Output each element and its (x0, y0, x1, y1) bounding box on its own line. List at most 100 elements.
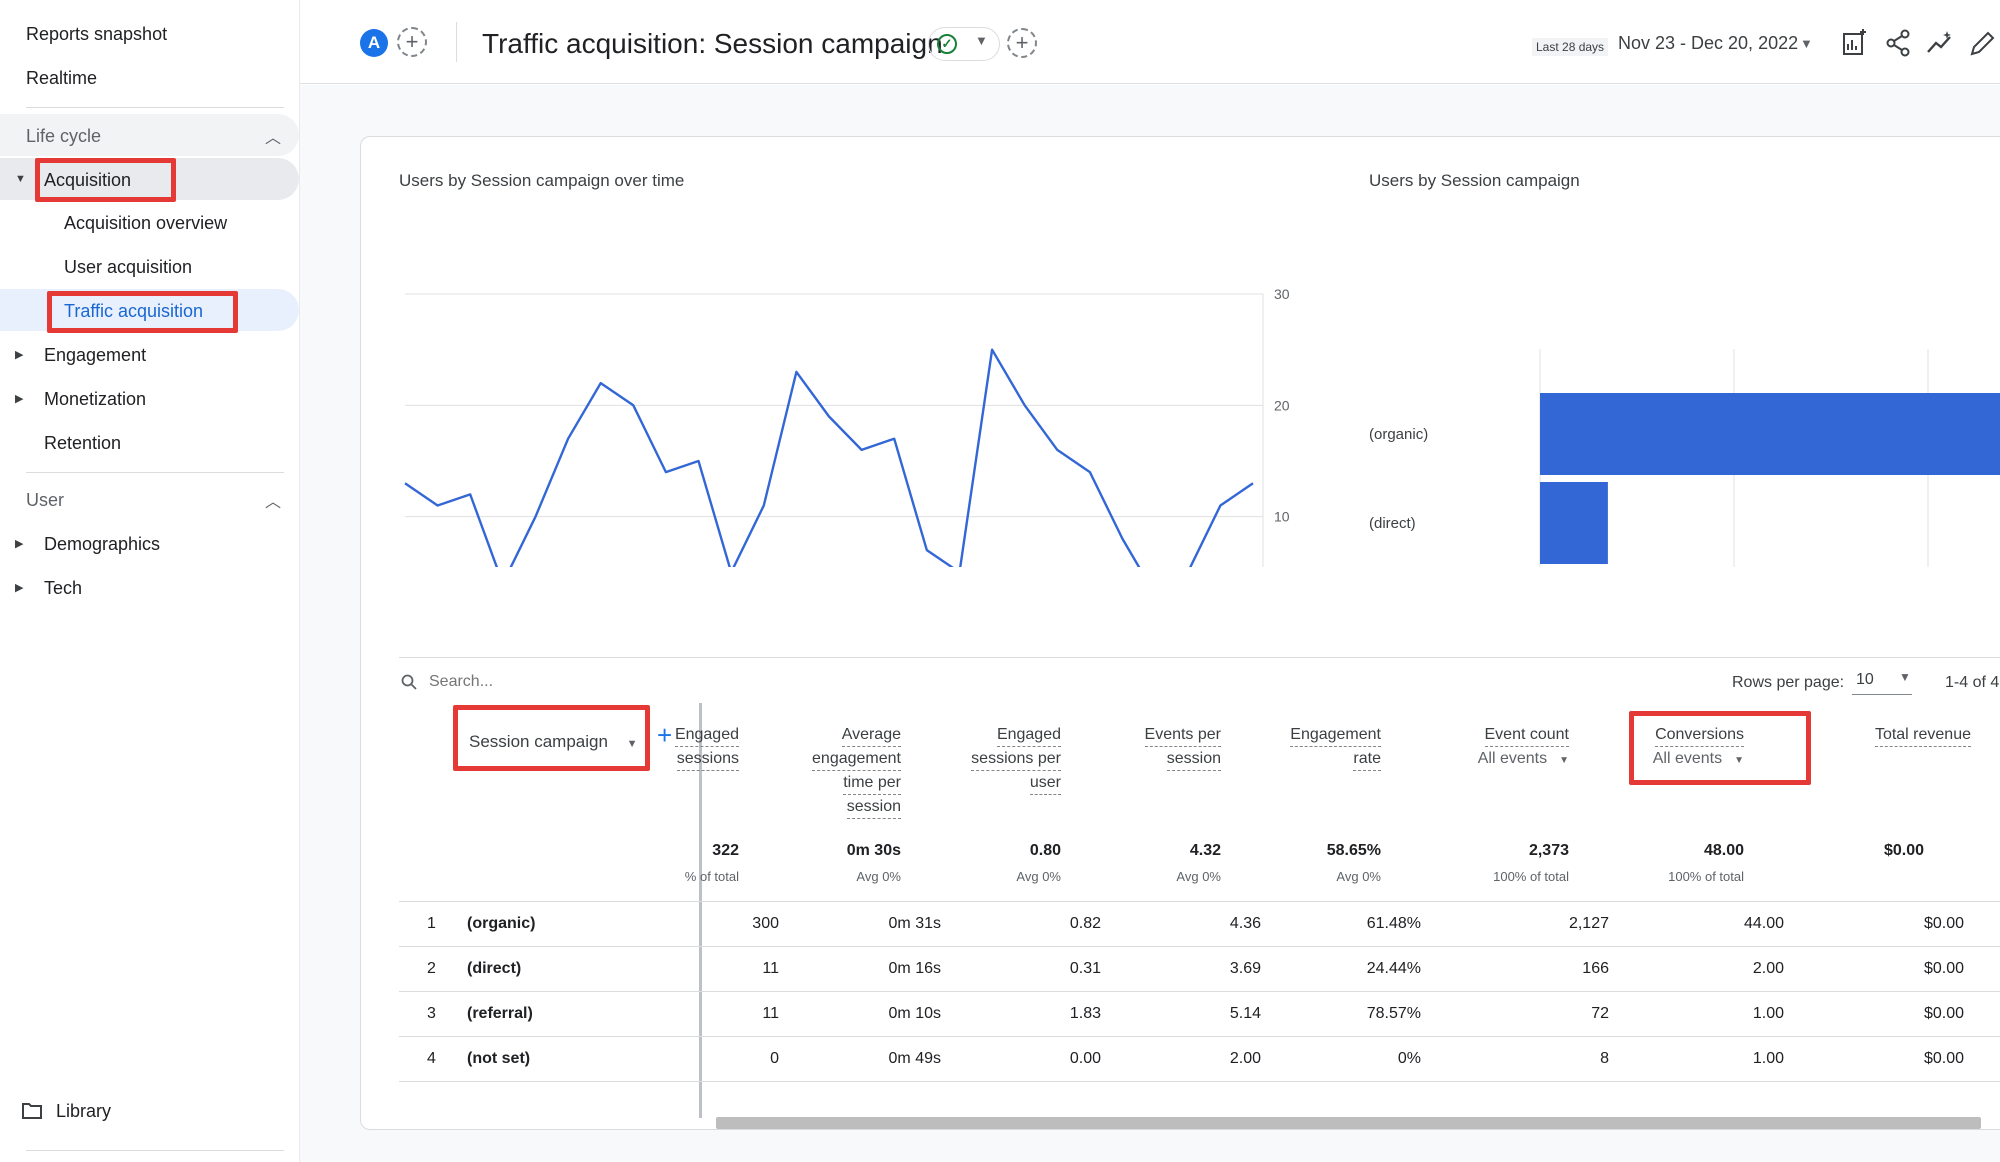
total-value: 0m 30s (846, 842, 901, 859)
row-metric-value: $0.00 (1923, 1050, 1964, 1067)
left-nav-sidebar: Reports snapshot Realtime Life cycle ︿ ▼… (0, 0, 300, 1162)
y-tick-label: 30 (1274, 286, 1290, 302)
add-filter-button[interactable]: + (1007, 28, 1037, 58)
col-engaged-sessions-per-user[interactable]: Engaged sessions per user (971, 723, 1061, 795)
col-avg-engagement-time[interactable]: Average engagement time per session (812, 723, 901, 819)
nav-retention[interactable]: Retention (44, 433, 122, 453)
dimension-selector[interactable]: Session campaign ▼ (461, 721, 643, 763)
col-label: Engagement (1290, 724, 1381, 747)
nav-acquisition-overview[interactable]: Acquisition overview (64, 213, 228, 233)
total-value: 322 (712, 842, 739, 859)
highlight-box-traffic-acquisition (47, 291, 238, 333)
sidebar-divider (26, 1150, 284, 1151)
line-chart: 302010027Nov04Dec1118(organic)(direct)(r… (404, 286, 1290, 567)
event-filter-dropdown[interactable]: All events ▼ (1478, 747, 1569, 773)
row-index: 3 (427, 1005, 436, 1022)
folder-icon (22, 1103, 42, 1119)
collapse-chevron-icon[interactable]: ︿ (265, 494, 282, 511)
row-metric-value: 2,127 (1568, 915, 1609, 932)
total-value: 4.32 (1189, 842, 1221, 859)
row-metric-value: 8 (1600, 1050, 1609, 1067)
col-label: Engaged (674, 724, 739, 747)
col-engagement-rate[interactable]: Engagement rate (1290, 723, 1381, 771)
nav-realtime[interactable]: Realtime (26, 68, 98, 88)
nav-library[interactable]: Library (56, 1101, 112, 1121)
col-label: time per (843, 772, 901, 795)
col-label: Conversions (1655, 724, 1744, 747)
report-status-dropdown[interactable]: ✓ ▼ (928, 27, 1000, 61)
date-range-picker[interactable]: Nov 23 - Dec 20, 2022 (1618, 33, 1799, 53)
dimension-label: Session campaign (469, 732, 608, 751)
search-icon (401, 674, 417, 690)
comparison-avatar[interactable]: A (360, 29, 388, 57)
expand-arrow-right-icon[interactable]: ▶ (15, 538, 24, 550)
table-row[interactable]: 2 (direct) 11 0m 16s 0.31 3.69 24.44% 166 2.00 $0… (399, 946, 2000, 991)
section-user[interactable]: User (26, 490, 65, 510)
nav-engagement[interactable]: Engagement (44, 345, 147, 365)
insights-icon[interactable] (1925, 28, 1955, 58)
row-metric-value: 44.00 (1743, 915, 1784, 932)
category-label: (organic) (1369, 426, 1428, 443)
caret-down-icon[interactable]: ▼ (1899, 670, 1911, 684)
table-row[interactable]: 3 (referral) 11 0m 10s 1.83 5.14 78.57% 72 1.00 $… (399, 991, 2000, 1036)
share-icon[interactable] (1883, 28, 1913, 58)
col-events-per-session[interactable]: Events per session (1144, 723, 1221, 771)
add-comparison-button[interactable]: + (397, 27, 427, 57)
nav-reports-snapshot[interactable]: Reports snapshot (26, 24, 168, 44)
table-search-input[interactable] (429, 670, 729, 694)
add-dimension-button[interactable]: + (657, 720, 673, 750)
expand-arrow-right-icon[interactable]: ▶ (15, 582, 24, 594)
date-preset-label[interactable]: Last 28 days (1532, 38, 1609, 56)
row-metric-value: 0.00 (1069, 1050, 1101, 1067)
section-header-bg (0, 114, 299, 156)
col-label: Event count (1484, 724, 1569, 747)
row-metric-value: 0.82 (1069, 915, 1101, 932)
row-metric-value: 61.48% (1366, 915, 1421, 932)
customize-report-icon[interactable] (1840, 28, 1870, 58)
row-metric-value: 1.00 (1752, 1005, 1784, 1022)
caret-down-icon[interactable]: ▼ (1800, 36, 1813, 51)
row-metric-value: 72 (1591, 1005, 1609, 1022)
row-metric-value: 24.44% (1366, 960, 1421, 977)
table-toolbar: Rows per page: 10 ▼ 1-4 of 4 (399, 657, 2000, 703)
col-label: session (846, 796, 901, 819)
table-row[interactable]: 1 (organic) 300 0m 31s 0.82 4.36 61.48% 2,127 44… (399, 901, 2000, 946)
rows-per-page-select[interactable]: 10 (1852, 667, 1912, 695)
expand-arrow-down-icon[interactable]: ▼ (15, 173, 26, 185)
report-header: A + Traffic acquisition: Session campaig… (300, 0, 2000, 84)
nav-tech[interactable]: Tech (44, 578, 83, 598)
col-total-revenue[interactable]: Total revenue (1811, 723, 1971, 747)
col-conversions[interactable]: Conversions All events ▼ (1653, 723, 1744, 773)
row-metric-value: 0% (1397, 1050, 1421, 1067)
nav-demographics[interactable]: Demographics (44, 534, 161, 554)
expand-arrow-right-icon[interactable]: ▶ (15, 393, 24, 405)
check-circle-icon: ✓ (937, 34, 957, 54)
nav-user-acquisition[interactable]: User acquisition (64, 257, 193, 277)
event-filter-dropdown[interactable]: All events ▼ (1653, 747, 1744, 773)
nav-traffic-acquisition[interactable]: Traffic acquisition (64, 301, 204, 321)
collapse-chevron-icon[interactable]: ︿ (265, 130, 282, 147)
table-row[interactable]: 4 (not set) 0 0m 49s 0.00 2.00 0% 8 1.00 $0.00 (399, 1036, 2000, 1081)
expand-arrow-right-icon[interactable]: ▶ (15, 349, 24, 361)
nav-monetization[interactable]: Monetization (44, 389, 147, 409)
header-separator (456, 22, 457, 62)
edit-pencil-icon[interactable] (1968, 28, 1998, 58)
table-bottom-border (399, 1081, 2000, 1082)
row-metric-value: 3.69 (1229, 960, 1261, 977)
col-engaged-sessions[interactable]: Engaged sessions (674, 723, 739, 771)
nav-acquisition[interactable]: Acquisition (44, 170, 132, 190)
total-sub: Avg 0% (1016, 869, 1061, 884)
col-label: sessions (676, 748, 739, 771)
total-sub: % of total (684, 869, 739, 884)
section-life-cycle[interactable]: Life cycle (26, 126, 102, 146)
col-label: user (1029, 772, 1061, 795)
y-tick-label: 20 (1274, 397, 1290, 413)
col-event-count[interactable]: Event count All events ▼ (1478, 723, 1569, 773)
horizontal-scrollbar[interactable] (716, 1117, 1981, 1129)
row-metric-value: 166 (1582, 960, 1609, 977)
bar-organic (1540, 393, 2000, 475)
total-value: 2,373 (1528, 842, 1569, 859)
total-sub: Avg 0% (1176, 869, 1221, 884)
highlight-box-conversions (1629, 711, 1811, 785)
caret-down-icon: ▼ (1559, 755, 1569, 766)
